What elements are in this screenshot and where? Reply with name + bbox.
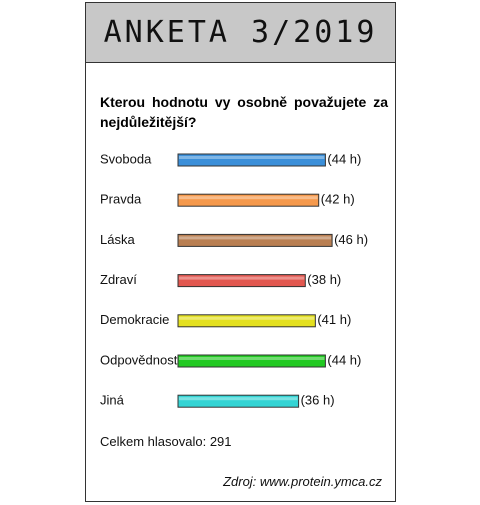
bar-highlight	[179, 316, 315, 320]
category-label: Zdraví	[100, 272, 137, 287]
value-label: (46 h)	[334, 232, 368, 247]
bar	[177, 354, 326, 368]
total-votes: Celkem hlasovalo: 291	[100, 434, 232, 449]
bar	[177, 233, 333, 247]
category-label: Jiná	[100, 393, 125, 408]
bar-highlight	[179, 236, 332, 240]
title: ANKETA 3/2019	[85, 2, 396, 63]
bar-highlight	[179, 357, 325, 360]
category-label: Odpovědnost	[100, 352, 178, 367]
value-label: (38 h)	[307, 272, 341, 287]
category-label: Láska	[100, 232, 135, 247]
question: Kterou hodnotu vy osobně považujete za n…	[100, 94, 388, 130]
value-label: (42 h)	[321, 192, 355, 207]
bar	[177, 153, 326, 167]
bar	[177, 274, 306, 288]
value-label: (44 h)	[327, 151, 361, 166]
source: Zdroj: www.protein.ymca.cz	[223, 474, 382, 489]
bar	[177, 314, 316, 328]
bar	[177, 394, 300, 408]
bar-highlight	[179, 196, 318, 200]
bar	[177, 193, 320, 207]
value-label: (44 h)	[327, 352, 361, 367]
category-label: Svoboda	[100, 151, 152, 166]
value-label: (36 h)	[301, 393, 335, 408]
bar-highlight	[179, 156, 325, 159]
category-label: Demokracie	[100, 312, 169, 327]
category-label: Pravda	[100, 192, 142, 207]
bar-highlight	[179, 276, 305, 280]
bar-highlight	[179, 397, 298, 401]
value-label: (41 h)	[317, 312, 351, 327]
